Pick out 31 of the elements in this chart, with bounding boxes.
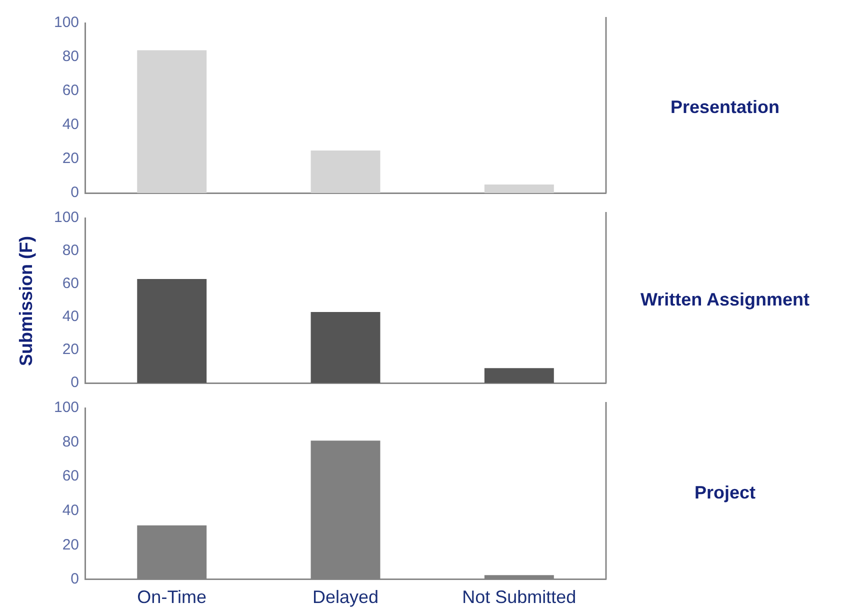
- y-tick-label: 40: [62, 308, 80, 326]
- x-tick-label: Not Submitted: [462, 587, 576, 608]
- y-tick-label: 0: [70, 374, 80, 392]
- text: Presentation: [670, 96, 780, 117]
- bar: [310, 312, 380, 383]
- y-tick-label: 80: [62, 48, 80, 66]
- y-tick-label: 40: [62, 116, 80, 134]
- y-tick-label: 40: [62, 502, 80, 519]
- x-tick-label: On-Time: [137, 587, 207, 608]
- y-tick-label: 20: [62, 536, 80, 554]
- y-tick-label: 20: [62, 150, 80, 168]
- y-axis-title: Submission (F): [16, 234, 37, 368]
- bar: [484, 184, 554, 193]
- bar: [137, 279, 207, 383]
- y-tick-label: 60: [62, 275, 80, 292]
- y-tick-label: 100: [54, 14, 80, 32]
- x-tick-label: Delayed: [312, 587, 379, 608]
- y-tick-label: 60: [62, 82, 80, 100]
- bar: [310, 150, 380, 193]
- y-tick-label: 80: [62, 433, 80, 450]
- y-tick-label: 0: [70, 570, 80, 588]
- bar: [484, 368, 554, 383]
- y-tick-label: 100: [54, 399, 80, 416]
- y-tick-label: 100: [54, 209, 80, 226]
- text: Written Assignment: [640, 289, 810, 310]
- y-tick-label: 0: [70, 184, 80, 202]
- y-tick-label: 80: [62, 242, 80, 260]
- y-tick-label: 60: [62, 468, 80, 485]
- bar: [137, 50, 207, 193]
- text: Project: [694, 482, 756, 503]
- y-tick-label: 20: [62, 341, 80, 358]
